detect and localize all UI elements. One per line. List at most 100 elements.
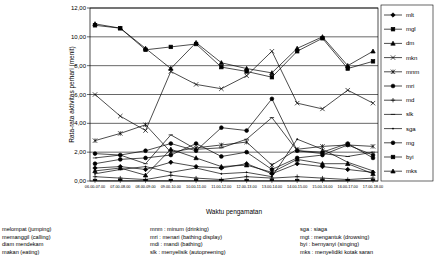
data-point bbox=[244, 66, 248, 70]
series-line bbox=[95, 139, 373, 176]
series-line bbox=[95, 181, 373, 182]
data-point bbox=[169, 142, 173, 146]
x-tick-label: 06.00-07.00 bbox=[85, 185, 105, 189]
data-point bbox=[244, 163, 248, 167]
y-tick-label: 6,00 bbox=[74, 92, 86, 98]
data-point bbox=[322, 149, 323, 150]
data-point bbox=[194, 179, 198, 181]
data-point bbox=[143, 128, 147, 132]
data-point bbox=[295, 150, 299, 151]
data-point bbox=[143, 163, 147, 164]
y-tick bbox=[87, 36, 90, 37]
data-point bbox=[145, 166, 146, 167]
x-tick-label: 11.00-12.00 bbox=[211, 185, 231, 189]
data-point bbox=[320, 162, 324, 166]
annotation: diam mendekam bbox=[2, 241, 44, 247]
data-point bbox=[295, 179, 299, 181]
y-tick bbox=[87, 152, 90, 153]
data-point bbox=[143, 123, 147, 127]
x-tick bbox=[120, 181, 121, 183]
legend-marker bbox=[391, 114, 395, 115]
data-point bbox=[93, 138, 97, 142]
series-line bbox=[95, 24, 373, 73]
data-point bbox=[219, 126, 223, 130]
grid-line bbox=[90, 94, 378, 95]
legend-marker bbox=[391, 98, 395, 102]
series-line bbox=[95, 99, 373, 158]
data-point bbox=[295, 101, 299, 105]
data-point bbox=[270, 163, 274, 167]
series-line bbox=[95, 149, 373, 175]
data-point bbox=[371, 144, 375, 148]
x-axis-title: Waktu pengamatan bbox=[206, 208, 263, 216]
grid-line bbox=[90, 181, 378, 182]
data-point bbox=[371, 153, 375, 157]
legend-marker bbox=[392, 128, 393, 129]
annotation: mdi : mandi (bathing) bbox=[150, 241, 203, 247]
data-point bbox=[169, 153, 173, 157]
x-tick bbox=[373, 181, 374, 183]
data-point bbox=[346, 143, 350, 147]
data-point bbox=[220, 179, 224, 181]
data-point bbox=[93, 174, 97, 178]
data-point bbox=[118, 114, 122, 118]
x-tick bbox=[322, 181, 323, 183]
legend-label: dm bbox=[406, 40, 414, 46]
series-line bbox=[95, 51, 373, 130]
data-point bbox=[270, 49, 274, 53]
data-point bbox=[219, 87, 223, 91]
data-point bbox=[194, 156, 198, 160]
legend-label: mkn bbox=[406, 55, 417, 61]
data-point bbox=[118, 166, 122, 170]
data-point bbox=[93, 179, 97, 181]
data-point bbox=[195, 167, 196, 168]
annotation: byi : bernyanyi (singing) bbox=[300, 241, 359, 247]
x-tick bbox=[221, 181, 222, 183]
data-point bbox=[118, 158, 122, 162]
data-point bbox=[346, 167, 350, 171]
data-point bbox=[271, 176, 272, 177]
y-tick bbox=[87, 123, 90, 124]
legend-line bbox=[384, 128, 402, 129]
data-point bbox=[371, 101, 375, 105]
legend-label: mnm bbox=[406, 69, 419, 75]
data-point bbox=[118, 155, 122, 156]
data-point bbox=[221, 173, 222, 174]
y-tick-label: 2,00 bbox=[74, 149, 86, 155]
data-point bbox=[93, 157, 97, 158]
data-point bbox=[169, 45, 173, 49]
x-tick bbox=[196, 181, 197, 183]
annotation: mri : menari (bathing display) bbox=[150, 234, 222, 240]
y-axis-title: Rata-rata aktivitas perhari (menit) bbox=[68, 46, 76, 142]
y-tick-label: 8,00 bbox=[74, 63, 86, 69]
y-tick bbox=[87, 8, 90, 9]
data-point bbox=[346, 156, 350, 157]
data-point bbox=[93, 152, 97, 156]
legend-marker bbox=[391, 84, 395, 88]
y-tick-label: 10,00 bbox=[71, 34, 87, 40]
legend-box bbox=[381, 5, 433, 181]
data-point bbox=[118, 131, 122, 135]
data-point bbox=[346, 179, 350, 181]
data-point bbox=[94, 173, 95, 174]
data-point bbox=[245, 150, 249, 154]
data-point bbox=[119, 26, 123, 30]
legend-marker bbox=[391, 70, 395, 74]
annotation: memanggil (calling) bbox=[2, 234, 51, 240]
legend-line bbox=[384, 114, 402, 115]
annotation: sga : siaga bbox=[300, 226, 328, 232]
data-point bbox=[93, 22, 97, 26]
legend-label: byi bbox=[406, 154, 414, 160]
y-tick bbox=[87, 181, 90, 182]
data-point bbox=[219, 147, 223, 148]
data-point bbox=[270, 179, 274, 181]
data-point bbox=[270, 97, 274, 101]
data-point bbox=[169, 160, 173, 164]
data-point bbox=[169, 173, 173, 177]
data-point bbox=[270, 71, 274, 75]
legend-marker bbox=[391, 155, 395, 159]
plot-frame bbox=[90, 8, 378, 181]
data-point bbox=[118, 26, 122, 30]
x-tick bbox=[271, 181, 272, 183]
data-point bbox=[220, 65, 224, 69]
